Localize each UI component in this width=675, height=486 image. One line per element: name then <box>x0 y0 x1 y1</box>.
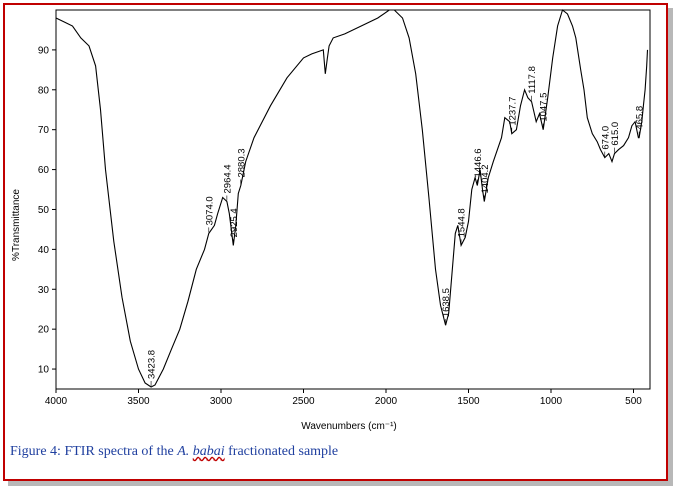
y-tick-label: 30 <box>38 285 50 296</box>
y-tick-label: 80 <box>38 85 50 96</box>
peak-label: 1638.5 <box>441 288 452 317</box>
peak-label: 1047.5 <box>539 93 550 122</box>
x-tick-label: 2000 <box>375 396 398 407</box>
peak-label: 674.0 <box>600 126 611 150</box>
chart-ticks: 4000 3500 3000 2500 2000 1500 1000 500 10 20 30 40 5… <box>38 45 642 407</box>
x-tick-label: 1000 <box>540 396 563 407</box>
peak-label: 1446.6 <box>473 148 484 177</box>
y-tick-label: 40 <box>38 245 50 256</box>
caption-prefix: Figure 4: FTIR spectra of the <box>10 444 178 459</box>
chart-axes <box>55 9 651 390</box>
x-axis-label: Wavenumbers (cm⁻¹) <box>301 421 396 432</box>
plot-area-border <box>55 9 651 390</box>
y-tick-label: 70 <box>38 125 50 136</box>
x-tick-label: 3500 <box>127 396 150 407</box>
y-tick-label: 20 <box>38 325 50 336</box>
peak-label: 1117.8 <box>527 66 538 94</box>
peak-label: 1544.8 <box>457 208 468 237</box>
y-tick-label: 60 <box>38 165 50 176</box>
peak-label: 2925.4 <box>229 208 240 237</box>
y-tick-label: 10 <box>38 365 50 376</box>
x-tick-label: 4000 <box>45 396 68 407</box>
caption-genus: A. <box>177 444 190 459</box>
y-axis-label: %Transmittance <box>11 189 22 261</box>
peak-label: 1404.2 <box>480 164 491 193</box>
peak-label: 3074.0 <box>204 196 215 225</box>
x-tick-label: 2500 <box>292 396 315 407</box>
caption-suffix: fractionated sample <box>224 444 339 459</box>
peak-label: 1237.7 <box>507 97 518 126</box>
peak-label: 465.8 <box>635 106 646 130</box>
y-tick-label: 50 <box>38 205 50 216</box>
peak-label: 3423.8 <box>147 350 158 379</box>
y-tick-label: 90 <box>38 45 50 56</box>
peak-label: 2880.3 <box>236 148 247 177</box>
figure-caption: Figure 4: FTIR spectra of the A. babai f… <box>10 444 338 460</box>
spectrum-line <box>55 9 649 388</box>
x-tick-label: 1500 <box>457 396 480 407</box>
peak-label: 615.0 <box>610 122 621 146</box>
peak-label: 2964.4 <box>222 164 233 193</box>
peak-labels: 3423.8 3074.0 2964.4 2925.4 2880.3 1638.5 1544… <box>147 66 646 387</box>
x-tick-label: 500 <box>625 396 642 407</box>
caption-epithet: babai <box>192 444 225 459</box>
x-tick-label: 3000 <box>210 396 233 407</box>
